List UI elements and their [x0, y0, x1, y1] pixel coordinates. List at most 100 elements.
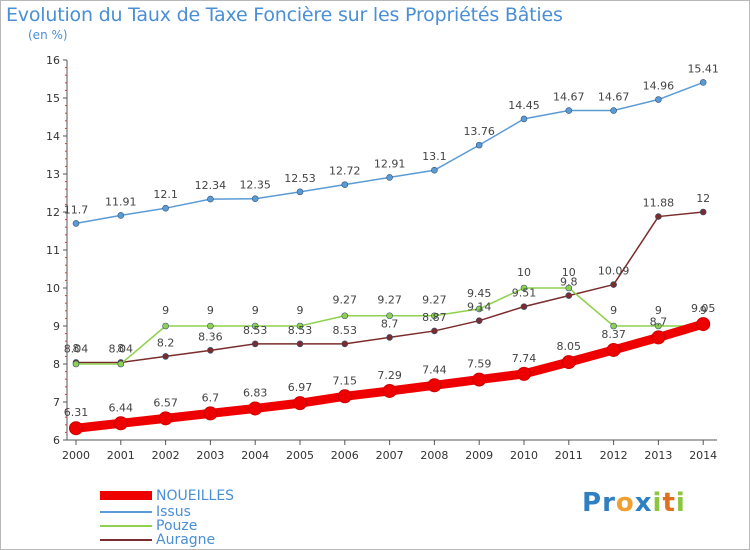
data-point-auragne [431, 327, 438, 335]
legend-swatch-issus [100, 511, 152, 513]
data-point-pouze [610, 322, 617, 330]
data-point-issus [341, 181, 349, 188]
brand-letter: r [602, 488, 616, 518]
data-label-noueilles: 7.59 [467, 358, 492, 371]
data-label-issus: 14.45 [508, 99, 540, 112]
data-point-noueilles [517, 366, 531, 381]
data-label-auragne: 9.51 [512, 287, 537, 300]
data-label-issus: 12.1 [153, 188, 178, 201]
data-point-issus [475, 141, 483, 149]
data-label-pouze: 10 [562, 266, 576, 279]
data-label-pouze: 9 [252, 304, 259, 317]
data-label-issus: 12.34 [195, 179, 227, 192]
x-tick-label: 2002 [152, 449, 180, 462]
data-point-auragne [610, 281, 617, 288]
data-point-issus [520, 115, 528, 123]
y-tick-label: 14 [46, 130, 60, 143]
x-tick-label: 2014 [689, 449, 717, 462]
data-point-noueilles [203, 406, 218, 421]
data-label-issus: 11.91 [105, 195, 137, 208]
series-line-issus [75, 81, 704, 225]
data-point-noueilles [696, 317, 711, 332]
data-label-noueilles: 6.83 [243, 386, 268, 399]
data-point-issus [655, 96, 662, 103]
data-label-auragne: 8.7 [381, 317, 399, 330]
data-point-auragne [520, 303, 528, 310]
y-tick-label: 13 [46, 168, 60, 181]
x-tick-label: 2006 [331, 449, 359, 462]
data-point-issus [162, 204, 169, 212]
data-point-pouze [386, 312, 393, 320]
legend-label-auragne: Auragne [156, 532, 216, 548]
data-label-pouze: 8 [117, 342, 124, 355]
y-tick-label: 15 [46, 92, 60, 105]
data-point-pouze [296, 322, 304, 330]
x-tick-label: 2009 [465, 449, 493, 462]
data-label-issus: 11.7 [64, 203, 89, 216]
x-tick-label: 2004 [241, 449, 269, 462]
data-label-pouze: 9.27 [377, 294, 402, 307]
data-label-issus: 15.41 [687, 62, 719, 75]
x-tick-label: 2001 [107, 449, 135, 462]
data-point-noueilles [651, 330, 666, 345]
data-label-pouze: 8 [73, 342, 80, 355]
brand-letter: i [675, 488, 686, 518]
data-point-noueilles [69, 421, 83, 436]
data-label-auragne: 11.88 [643, 197, 675, 210]
y-tick-label: 6 [53, 434, 60, 447]
data-point-noueilles [561, 355, 576, 370]
data-point-pouze [520, 284, 528, 292]
data-label-issus: 14.67 [598, 91, 630, 104]
x-tick-label: 2005 [286, 449, 314, 462]
data-label-pouze: 9.45 [467, 287, 492, 300]
data-point-pouze [431, 312, 438, 320]
y-tick-label: 10 [46, 282, 60, 295]
data-point-auragne [386, 334, 393, 341]
data-point-noueilles [472, 372, 487, 387]
data-point-pouze [475, 305, 483, 313]
data-label-auragne: 10.09 [598, 265, 630, 278]
data-point-auragne [655, 213, 662, 220]
legend-label-issus: Issus [156, 504, 191, 520]
data-point-noueilles [382, 383, 397, 398]
x-tick-label: 2011 [555, 449, 583, 462]
data-point-pouze [207, 322, 214, 330]
x-tick-label: 2013 [644, 449, 672, 462]
brand-letter: x [634, 488, 653, 518]
legend-swatch-pouze [100, 525, 152, 527]
x-tick-label: 2012 [600, 449, 628, 462]
data-point-issus [207, 195, 214, 203]
legend-swatch-auragne [100, 539, 152, 541]
data-point-issus [72, 220, 80, 227]
data-label-issus: 14.67 [553, 91, 585, 104]
data-label-noueilles: 8.7 [650, 315, 668, 328]
data-label-issus: 12.91 [374, 157, 406, 170]
data-label-auragne: 8.04 [109, 342, 134, 355]
data-label-auragne: 12 [696, 192, 710, 205]
data-label-noueilles: 6.44 [109, 401, 134, 414]
data-label-auragne: 8.2 [157, 336, 175, 349]
data-point-issus [296, 188, 304, 196]
legend-swatch-noueilles [100, 491, 152, 500]
brand-letter: P [582, 488, 603, 518]
data-point-noueilles [606, 342, 621, 357]
data-label-pouze: 9.27 [422, 294, 447, 307]
data-point-pouze [655, 322, 662, 330]
data-label-pouze: 9 [297, 304, 304, 317]
data-point-auragne [565, 292, 573, 299]
data-label-pouze: 9 [610, 304, 617, 317]
brand-letter: o [615, 488, 635, 518]
data-label-pouze: 9 [700, 304, 707, 317]
data-point-issus [699, 79, 707, 86]
data-label-issus: 13.1 [422, 150, 447, 163]
data-point-pouze [341, 312, 349, 320]
data-label-pouze: 9 [207, 304, 214, 317]
x-tick-label: 2008 [420, 449, 448, 462]
data-label-noueilles: 6.7 [202, 391, 220, 404]
x-tick-label: 2003 [196, 449, 224, 462]
data-point-auragne [341, 340, 349, 348]
data-point-issus [251, 195, 259, 202]
data-point-pouze [72, 360, 80, 368]
data-label-auragne: 8.53 [333, 324, 358, 337]
